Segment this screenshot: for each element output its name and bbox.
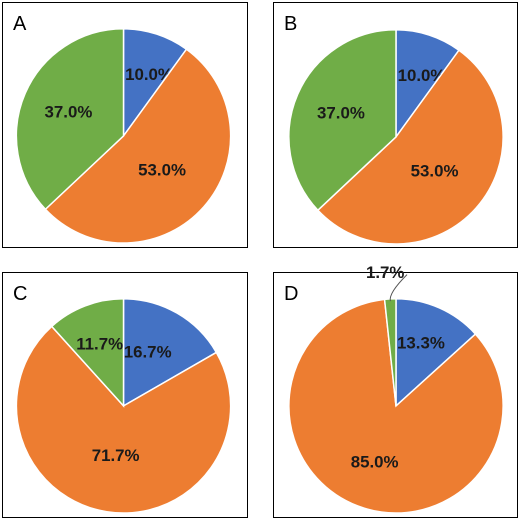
slice-label: 10.0% [125,65,173,84]
slice-label: 16.7% [124,343,172,362]
pie-slice [15,325,232,514]
pie-chart-d: 13.3% 85.0% 1.7% [288,263,504,514]
slice-label: 1.7% [366,263,404,282]
pie-panel-d: D 13.3% 85.0% 1.7% [273,263,518,518]
pie-slice [395,298,477,408]
slice-label: 53.0% [411,161,459,180]
slice-label: 37.0% [317,104,365,123]
pie-panel-c: C 16.7% 71.7% 11.7% [2,272,248,518]
slice-label: 11.7% [76,334,123,353]
pie-chart-a: 10.0% 53.0% 37.0% [15,28,232,244]
pie-slice [288,29,397,212]
slice-label: 37.0% [45,103,93,122]
pie-slice [44,48,232,244]
pie-panel-b: B 10.0% 53.0% 37.0% [273,2,518,248]
panel-label-d: D [284,283,299,305]
panel-label-c: C [13,283,28,305]
pie-slice [122,298,218,408]
pie-slice [50,298,125,408]
slice-label: 13.3% [397,334,445,353]
pie-slice [288,298,504,514]
pie-chart-c: 16.7% 71.7% 11.7% [15,298,232,514]
slice-label: 85.0% [351,452,399,471]
panel-label-a: A [13,13,27,35]
slice-label: 10.0% [398,66,446,85]
panel-label-b: B [284,13,298,35]
pie-slice [316,49,504,245]
pie-panel-a: A 10.0% 53.0% 37.0% [2,2,248,248]
leader-line [389,274,408,302]
slice-label: 71.7% [92,446,140,465]
slice-label: 53.0% [138,160,186,179]
pie-chart-b: 10.0% 53.0% 37.0% [288,29,504,245]
pie-slice [15,28,125,211]
